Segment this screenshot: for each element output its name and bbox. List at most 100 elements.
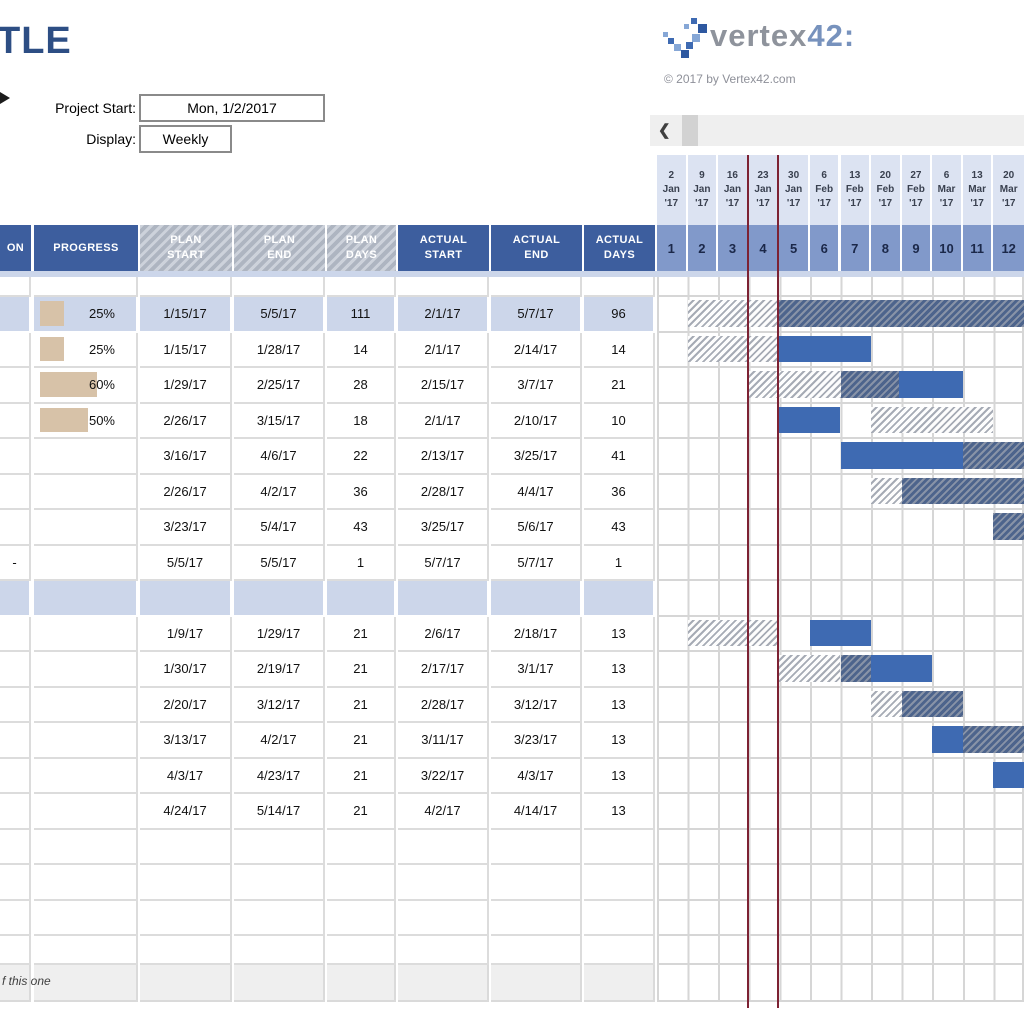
cell-progress[interactable]: 25%: [34, 297, 138, 333]
cell-plan_end[interactable]: 3/12/17: [234, 687, 325, 723]
cell-plan_end[interactable]: 4/2/17: [234, 723, 325, 759]
cell-actual_start[interactable]: 2/13/17: [398, 439, 489, 475]
cell-col0[interactable]: [0, 474, 31, 510]
cell-col0[interactable]: [0, 687, 31, 723]
cell-actual_days[interactable]: 13: [584, 652, 655, 688]
cell-plan_days[interactable]: 21: [327, 652, 396, 688]
cell-actual_days[interactable]: 1: [584, 545, 655, 581]
cell-plan_days[interactable]: 28: [327, 368, 396, 404]
cell-plan_end[interactable]: 1/29/17: [234, 616, 325, 652]
cell-plan_end[interactable]: 5/14/17: [234, 794, 325, 830]
cell-progress[interactable]: 50%: [34, 403, 138, 439]
cell-plan_end[interactable]: 3/15/17: [234, 403, 325, 439]
cell-progress[interactable]: 60%: [34, 368, 138, 404]
cell-plan_end[interactable]: 1/28/17: [234, 332, 325, 368]
cell-actual_end[interactable]: 3/25/17: [491, 439, 582, 475]
cell-plan_start[interactable]: 4/3/17: [140, 758, 232, 794]
cell-actual_days[interactable]: 14: [584, 332, 655, 368]
cell-col0[interactable]: [0, 297, 31, 333]
cell-col0[interactable]: [0, 794, 31, 830]
cell-actual_start[interactable]: 2/1/17: [398, 332, 489, 368]
cell-progress[interactable]: [34, 616, 138, 652]
cell-progress[interactable]: [34, 439, 138, 475]
cell-progress[interactable]: [34, 794, 138, 830]
project-start-input[interactable]: Mon, 1/2/2017: [139, 94, 325, 122]
cell-actual_end[interactable]: 2/10/17: [491, 403, 582, 439]
cell-plan_end[interactable]: 5/4/17: [234, 510, 325, 546]
cell-plan_end[interactable]: 4/6/17: [234, 439, 325, 475]
cell-actual_start[interactable]: 2/28/17: [398, 687, 489, 723]
cell-actual_days[interactable]: 13: [584, 794, 655, 830]
cell-plan_end[interactable]: 5/5/17: [234, 297, 325, 333]
cell-actual_end[interactable]: 5/7/17: [491, 545, 582, 581]
display-select[interactable]: Weekly: [139, 125, 232, 153]
cell-plan_start[interactable]: 4/24/17: [140, 794, 232, 830]
cell-col0[interactable]: [0, 652, 31, 688]
cell-plan_days[interactable]: 22: [327, 439, 396, 475]
cell-actual_start[interactable]: 3/25/17: [398, 510, 489, 546]
cell-col0[interactable]: [0, 403, 31, 439]
cell-actual_start[interactable]: 2/15/17: [398, 368, 489, 404]
cell-actual_start[interactable]: 2/1/17: [398, 297, 489, 333]
cell-actual_end[interactable]: 5/6/17: [491, 510, 582, 546]
cell-plan_days[interactable]: 14: [327, 332, 396, 368]
cell-plan_start[interactable]: 2/20/17: [140, 687, 232, 723]
scroll-left-arrow-icon[interactable]: ❮: [658, 122, 671, 139]
cell-actual_days[interactable]: 13: [584, 687, 655, 723]
cell-plan_days[interactable]: 43: [327, 510, 396, 546]
cell-plan_days[interactable]: 1: [327, 545, 396, 581]
cell-actual_start[interactable]: 2/28/17: [398, 474, 489, 510]
cell-plan_end[interactable]: 2/25/17: [234, 368, 325, 404]
cell-actual_days[interactable]: 13: [584, 758, 655, 794]
cell-actual_end[interactable]: 2/14/17: [491, 332, 582, 368]
cell-progress[interactable]: [34, 652, 138, 688]
cell-plan_end[interactable]: 5/5/17: [234, 545, 325, 581]
cell-progress[interactable]: 25%: [34, 332, 138, 368]
cell-plan_start[interactable]: 3/16/17: [140, 439, 232, 475]
cell-actual_days[interactable]: 43: [584, 510, 655, 546]
cell-plan_start[interactable]: 5/5/17: [140, 545, 232, 581]
cell-actual_end[interactable]: 3/7/17: [491, 368, 582, 404]
cell-plan_start[interactable]: 2/26/17: [140, 474, 232, 510]
cell-actual_start[interactable]: 2/17/17: [398, 652, 489, 688]
cell-actual_days[interactable]: 13: [584, 723, 655, 759]
cell-actual_start[interactable]: 2/1/17: [398, 403, 489, 439]
cell-plan_start[interactable]: 1/15/17: [140, 297, 232, 333]
cell-plan_days[interactable]: 21: [327, 687, 396, 723]
cell-plan_start[interactable]: 3/23/17: [140, 510, 232, 546]
cell-col0[interactable]: [0, 723, 31, 759]
cell-plan_start[interactable]: 2/26/17: [140, 403, 232, 439]
cell-progress[interactable]: [34, 687, 138, 723]
cell-plan_start[interactable]: 1/9/17: [140, 616, 232, 652]
cell-col0[interactable]: -: [0, 545, 31, 581]
cell-actual_start[interactable]: 2/6/17: [398, 616, 489, 652]
cell-plan_days[interactable]: 21: [327, 794, 396, 830]
cell-actual_end[interactable]: 4/14/17: [491, 794, 582, 830]
cell-plan_end[interactable]: 4/23/17: [234, 758, 325, 794]
cell-progress[interactable]: [34, 545, 138, 581]
cell-actual_start[interactable]: 5/7/17: [398, 545, 489, 581]
cell-actual_days[interactable]: 36: [584, 474, 655, 510]
cell-actual_end[interactable]: 2/18/17: [491, 616, 582, 652]
cell-actual_start[interactable]: 3/22/17: [398, 758, 489, 794]
cell-plan_days[interactable]: 21: [327, 616, 396, 652]
cell-col0[interactable]: [0, 439, 31, 475]
cell-plan_days[interactable]: 36: [327, 474, 396, 510]
cell-col0[interactable]: [0, 616, 31, 652]
cell-col0[interactable]: [0, 510, 31, 546]
cell-col0[interactable]: [0, 758, 31, 794]
cell-plan_end[interactable]: 2/19/17: [234, 652, 325, 688]
cell-actual_days[interactable]: 21: [584, 368, 655, 404]
cell-plan_days[interactable]: 21: [327, 758, 396, 794]
cell-col0[interactable]: [0, 368, 31, 404]
cell-actual_end[interactable]: 4/4/17: [491, 474, 582, 510]
cell-progress[interactable]: [34, 758, 138, 794]
cell-actual_days[interactable]: 96: [584, 297, 655, 333]
cell-actual_days[interactable]: 10: [584, 403, 655, 439]
cell-plan_start[interactable]: 1/30/17: [140, 652, 232, 688]
cell-actual_end[interactable]: 4/3/17: [491, 758, 582, 794]
cell-progress[interactable]: [34, 723, 138, 759]
cell-actual_end[interactable]: 3/12/17: [491, 687, 582, 723]
cell-actual_end[interactable]: 3/23/17: [491, 723, 582, 759]
cell-progress[interactable]: [34, 510, 138, 546]
